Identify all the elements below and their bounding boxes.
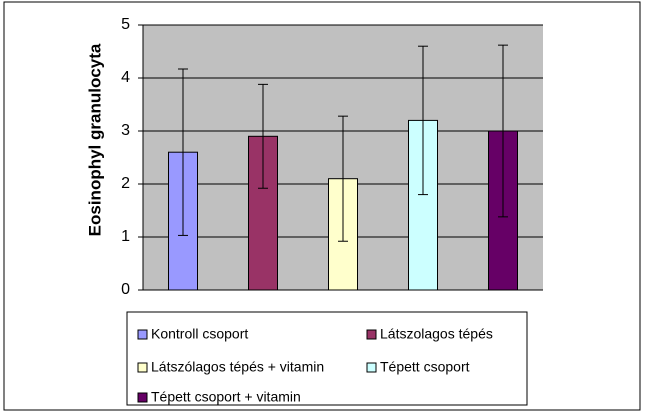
y-tick-label: 0 — [121, 281, 130, 298]
y-tick-label: 3 — [121, 122, 130, 139]
legend-swatch — [137, 362, 148, 373]
legend-swatch — [366, 362, 377, 373]
legend-label: Kontroll csoport — [151, 326, 248, 342]
legend-swatch — [137, 329, 148, 340]
chart-frame — [3, 1, 641, 411]
legend-label: Tépett csoport + vitamin — [151, 389, 301, 405]
legend-swatch — [137, 392, 148, 403]
legend-swatch — [366, 329, 377, 340]
y-axis-label: Eosinophyl granulocyta — [85, 43, 104, 236]
y-tick-label: 5 — [121, 16, 130, 33]
legend — [126, 311, 528, 406]
y-tick-label: 4 — [121, 69, 130, 86]
y-tick-label: 2 — [121, 175, 130, 192]
legend-label: Látszolagos tépés — [380, 326, 493, 342]
legend-label: Tépett csoport — [380, 359, 470, 375]
y-tick-label: 1 — [121, 228, 130, 245]
legend-label: Látszólagos tépés + vitamin — [151, 359, 324, 375]
